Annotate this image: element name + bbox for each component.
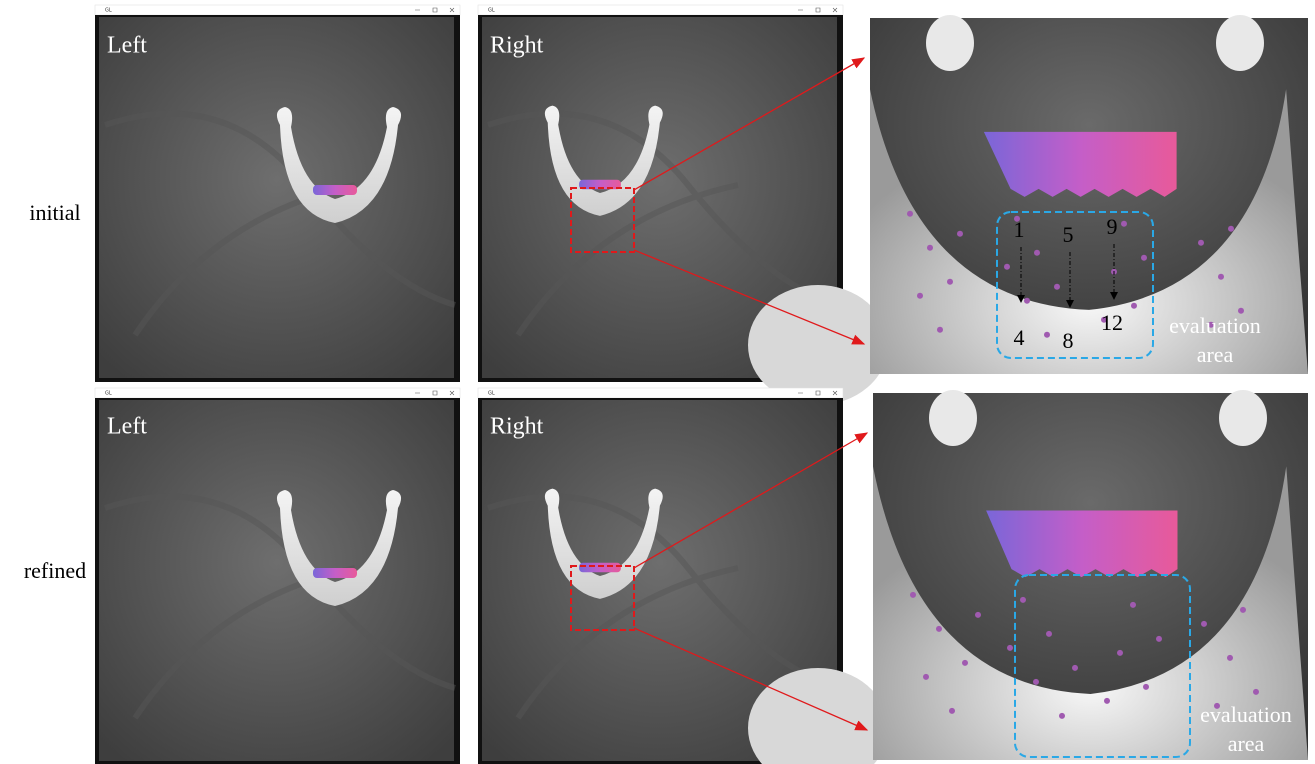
marker-dot bbox=[1253, 689, 1259, 695]
marker-dot bbox=[947, 279, 953, 285]
row-label: initial bbox=[29, 200, 80, 225]
area-label: area bbox=[1197, 342, 1234, 367]
point-label: 8 bbox=[1063, 328, 1074, 353]
marker-dot bbox=[1228, 226, 1234, 232]
area-label: evaluation bbox=[1169, 313, 1261, 338]
marker-dot bbox=[923, 674, 929, 680]
marker-dot bbox=[1034, 250, 1040, 256]
marker-dot bbox=[975, 612, 981, 618]
view-label: Right bbox=[490, 33, 544, 59]
app-window: GL Left bbox=[95, 5, 460, 382]
tooth bbox=[1216, 15, 1264, 71]
area-label: evaluation bbox=[1200, 702, 1292, 727]
point-label: 4 bbox=[1014, 325, 1025, 350]
window-title: GL bbox=[488, 8, 495, 14]
marker-dot bbox=[910, 592, 916, 598]
marker-dot bbox=[917, 293, 923, 299]
marker-dot bbox=[927, 245, 933, 251]
app-window: GL Right bbox=[478, 388, 888, 764]
point-label: 12 bbox=[1101, 310, 1123, 335]
marker-dot bbox=[936, 626, 942, 632]
marker-dot bbox=[907, 211, 913, 217]
title-bar bbox=[478, 5, 843, 15]
marker-dot bbox=[1131, 303, 1137, 309]
marker-dot bbox=[1156, 636, 1162, 642]
point-label: 1 bbox=[1014, 217, 1025, 242]
marker-dot bbox=[1033, 679, 1039, 685]
tooth bbox=[1219, 390, 1267, 446]
point-label: 9 bbox=[1107, 214, 1118, 239]
marker-dot bbox=[1117, 650, 1123, 656]
title-bar bbox=[95, 388, 460, 398]
marker-dot bbox=[1020, 597, 1026, 603]
row-label: refined bbox=[24, 558, 86, 583]
app-window: GL Right bbox=[478, 5, 888, 405]
marker-dot bbox=[1007, 645, 1013, 651]
marker-dot bbox=[957, 231, 963, 237]
marker-dot bbox=[949, 708, 955, 714]
camera-image bbox=[99, 17, 454, 378]
marker-dot bbox=[1218, 274, 1224, 280]
view-label: Left bbox=[107, 414, 147, 440]
view-label: Right bbox=[490, 414, 544, 440]
tooth bbox=[926, 15, 974, 71]
window-title: GL bbox=[105, 391, 112, 397]
marker-dot bbox=[1201, 621, 1207, 627]
marker-dot bbox=[1004, 264, 1010, 270]
marker-dot bbox=[1054, 284, 1060, 290]
device bbox=[748, 285, 888, 405]
marker-dot bbox=[1121, 221, 1127, 227]
point-label: 5 bbox=[1063, 222, 1074, 247]
marker-dot bbox=[1059, 713, 1065, 719]
marker-dot bbox=[1240, 607, 1246, 613]
teeth bbox=[579, 563, 621, 573]
tooth bbox=[929, 390, 977, 446]
window-title: GL bbox=[105, 8, 112, 14]
marker-dot bbox=[1104, 698, 1110, 704]
marker-dot bbox=[1141, 255, 1147, 261]
marker-dot bbox=[1046, 631, 1052, 637]
zoom-view: 1 5 9 4 8 12 evaluation area bbox=[870, 15, 1308, 374]
marker-dot bbox=[1072, 665, 1078, 671]
marker-dot bbox=[1143, 684, 1149, 690]
area-label: area bbox=[1228, 731, 1265, 756]
marker-dot bbox=[1044, 332, 1050, 338]
title-bar bbox=[95, 5, 460, 15]
marker-dot bbox=[1198, 240, 1204, 246]
marker-dot bbox=[937, 327, 943, 333]
marker-dot bbox=[1130, 602, 1136, 608]
teeth-overlay bbox=[986, 510, 1177, 577]
camera-image bbox=[99, 400, 454, 761]
marker-dot bbox=[962, 660, 968, 666]
teeth bbox=[313, 568, 357, 578]
zoom-view: evaluation area bbox=[873, 390, 1308, 760]
title-bar bbox=[478, 388, 843, 398]
app-window: GL Left bbox=[95, 388, 460, 764]
teeth-overlay bbox=[984, 132, 1177, 197]
view-label: Left bbox=[107, 33, 147, 59]
window-title: GL bbox=[488, 391, 495, 397]
figure: initial GL Left GL Right 1 5 9 4 8 12 evaluation are… bbox=[0, 0, 1315, 764]
marker-dot bbox=[1024, 298, 1030, 304]
marker-dot bbox=[1227, 655, 1233, 661]
teeth bbox=[313, 185, 357, 195]
